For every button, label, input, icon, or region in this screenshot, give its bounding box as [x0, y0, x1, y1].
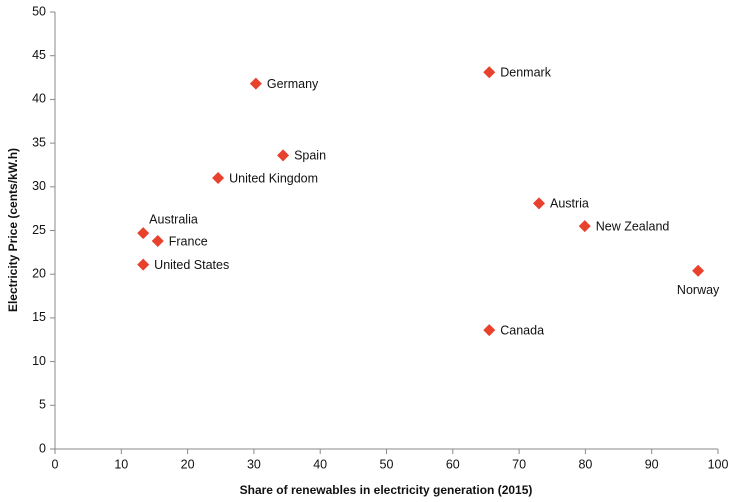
point — [483, 66, 496, 79]
point — [277, 149, 290, 162]
point-label: France — [169, 234, 208, 248]
y-tick-label: 30 — [32, 179, 46, 193]
point-label: United States — [154, 258, 229, 272]
point-label: Canada — [500, 323, 544, 337]
point-label: Spain — [294, 149, 326, 163]
y-tick-label: 50 — [32, 4, 46, 18]
y-tick-label: 20 — [32, 266, 46, 280]
point — [483, 324, 496, 337]
point-label: Denmark — [500, 66, 551, 80]
x-tick-label: 20 — [181, 457, 195, 471]
point-label: Australia — [149, 212, 198, 226]
point — [578, 220, 591, 233]
point — [532, 197, 545, 210]
x-tick-label: 70 — [512, 457, 526, 471]
point — [692, 264, 705, 277]
y-tick-label: 35 — [32, 135, 46, 149]
x-tick-label: 90 — [645, 457, 659, 471]
x-tick-label: 60 — [446, 457, 460, 471]
point-label: Norway — [677, 283, 720, 297]
y-tick-label: 0 — [39, 441, 46, 455]
point-label: United Kingdom — [229, 171, 318, 185]
x-tick-label: 10 — [114, 457, 128, 471]
x-tick-label: 40 — [313, 457, 327, 471]
x-tick-label: 30 — [247, 457, 261, 471]
y-tick-label: 10 — [32, 354, 46, 368]
x-tick-label: 50 — [380, 457, 394, 471]
point — [151, 234, 164, 247]
point — [137, 258, 150, 271]
y-axis-title: Electricity Price (cents/kW.h) — [6, 148, 20, 312]
x-tick-label: 0 — [52, 457, 59, 471]
point-label: New Zealand — [596, 219, 670, 233]
y-tick-label: 40 — [32, 92, 46, 106]
x-tick-label: 100 — [708, 457, 729, 471]
y-tick-label: 45 — [32, 48, 46, 62]
point — [137, 227, 150, 240]
x-axis-title: Share of renewables in electricity gener… — [240, 483, 533, 497]
point — [212, 172, 225, 185]
point-label: Austria — [550, 197, 589, 211]
x-tick-label: 80 — [578, 457, 592, 471]
point — [249, 77, 262, 90]
point-label: Germany — [267, 77, 319, 91]
y-tick-label: 15 — [32, 310, 46, 324]
y-tick-label: 25 — [32, 223, 46, 237]
y-tick-label: 5 — [39, 398, 46, 412]
